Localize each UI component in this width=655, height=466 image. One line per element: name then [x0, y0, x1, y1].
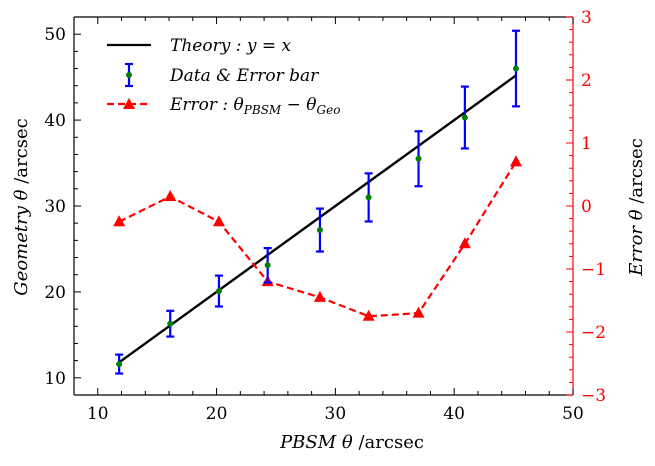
error-point — [362, 309, 375, 321]
legend-theory-label: Theory : y = x — [170, 36, 292, 56]
x-axis-label-var: PBSM — [279, 432, 337, 453]
error-point — [164, 190, 177, 202]
data-point — [461, 114, 468, 121]
y2-tick-label: 1 — [581, 134, 592, 154]
y-tick-label: 30 — [44, 197, 66, 217]
legend-error-sub2: Geo — [317, 103, 341, 117]
data-point — [264, 262, 271, 269]
legend-data-label: Data & Error bar — [169, 66, 319, 86]
legend-error-minus: − θ — [281, 95, 316, 115]
error-point — [212, 215, 225, 227]
y2-axis-label: Error θ /arcsec — [626, 138, 647, 277]
legend-data-marker — [126, 72, 132, 78]
data-point — [215, 288, 222, 295]
y-tick-label: 10 — [44, 369, 66, 389]
data-series — [115, 29, 520, 375]
data-point — [116, 361, 123, 368]
y-tick-label: 50 — [44, 25, 66, 45]
legend-error-sub1: PBSM — [243, 103, 282, 117]
theory-series — [118, 74, 517, 364]
theory-line — [118, 74, 517, 364]
legend-error-label: Error : θPBSM − θGeo — [169, 95, 340, 117]
error-point — [113, 215, 126, 227]
error-point — [509, 155, 522, 167]
legend: Theory : y = x Data & Error bar Error : … — [107, 36, 340, 117]
y2-tick-label: −3 — [581, 386, 606, 406]
data-point — [316, 227, 323, 234]
x-tick-label: 40 — [443, 404, 465, 424]
legend-error-marker — [123, 98, 135, 109]
x-tick-label: 30 — [325, 404, 347, 424]
y2-axis-label-symbol: θ — [626, 209, 647, 220]
y-axis-label: Geometry θ /arcsec — [11, 118, 32, 295]
x-tick-label: 10 — [87, 404, 109, 424]
data-point — [167, 320, 174, 327]
y-axis-label-symbol: θ — [11, 189, 32, 200]
data-point — [415, 155, 422, 162]
x-tick-label: 50 — [562, 404, 584, 424]
y-tick-label: 20 — [44, 283, 66, 303]
y-tick-label: 40 — [44, 111, 66, 131]
y2-tick-label: 2 — [581, 71, 592, 91]
y-axis-label-unit: /arcsec — [11, 118, 32, 183]
legend-data-swatch — [125, 62, 133, 88]
y2-axis-label-unit: /arcsec — [626, 138, 647, 203]
x-tick-label: 20 — [206, 404, 228, 424]
legend-error-prefix: Error : θ — [169, 95, 244, 115]
error-point — [412, 306, 425, 318]
x-axis-label-symbol: θ — [342, 432, 353, 453]
y2-tick-label: 3 — [581, 8, 592, 28]
x-axis-label: PBSM θ /arcsec — [279, 432, 424, 453]
error-point — [458, 237, 471, 249]
data-point — [365, 194, 372, 201]
y2-tick-label: −1 — [581, 260, 606, 280]
legend-error-swatch — [107, 98, 151, 109]
y2-tick-label: −2 — [581, 323, 606, 343]
data-point — [512, 65, 519, 72]
y2-axis-label-var: Error — [626, 225, 647, 277]
error-point — [313, 290, 326, 302]
y2-tick-label: 0 — [581, 197, 592, 217]
x-axis-label-unit: /arcsec — [358, 432, 423, 453]
y-axis-label-var: Geometry — [11, 205, 32, 295]
